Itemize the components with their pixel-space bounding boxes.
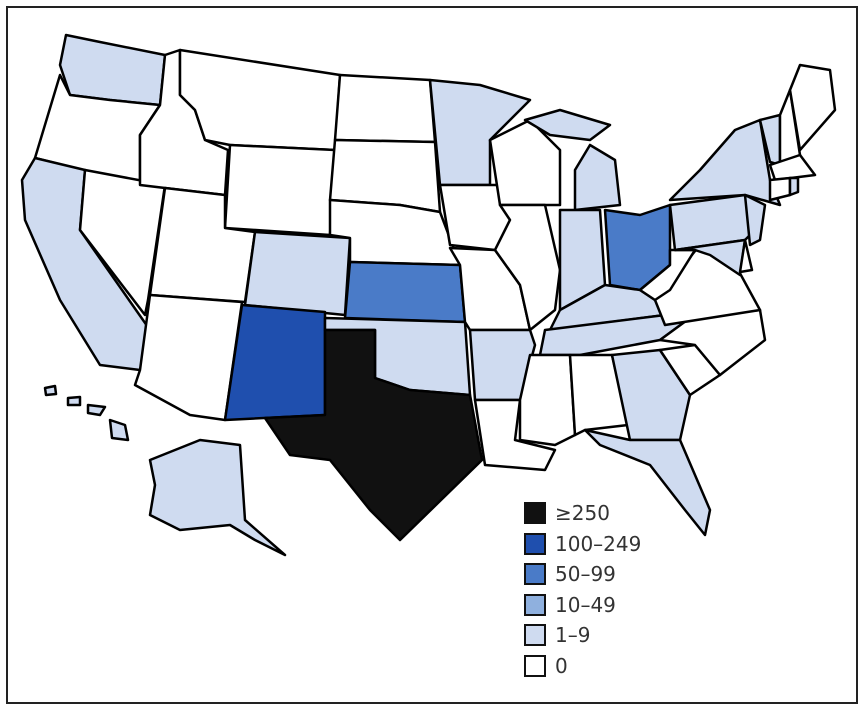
legend-item: 10–49	[524, 590, 641, 621]
legend-item: 1–9	[524, 620, 641, 651]
state-ga	[610, 348, 692, 442]
legend-item: 50–99	[524, 559, 641, 590]
legend-label: ≥250	[555, 501, 610, 526]
state-hi	[43, 384, 58, 397]
state-tx	[263, 328, 484, 542]
legend-label: 10–49	[555, 592, 616, 617]
state-me	[788, 63, 837, 152]
state-al	[568, 353, 630, 437]
state-mi	[573, 143, 622, 212]
legend: ≥250 100–249 50–99 10–49 1–9 0	[524, 498, 641, 681]
legend-item: 0	[524, 651, 641, 682]
legend-swatch	[524, 563, 546, 586]
state-de	[738, 238, 754, 274]
state-ct	[768, 176, 792, 202]
state-wi	[488, 118, 562, 207]
legend-label: 0	[555, 653, 568, 678]
state-nd	[333, 73, 437, 144]
legend-swatch	[524, 624, 546, 647]
state-il	[493, 203, 562, 332]
map-frame	[6, 6, 858, 704]
state-hi	[108, 418, 130, 442]
legend-item: 100–249	[524, 529, 641, 560]
legend-swatch	[524, 593, 546, 616]
state-wy	[223, 143, 337, 237]
state-az	[133, 293, 244, 422]
state-ak	[148, 438, 287, 557]
legend-label: 100–249	[555, 531, 642, 556]
legend-label: 50–99	[555, 562, 616, 587]
state-co	[243, 230, 352, 317]
legend-label: 1–9	[555, 623, 591, 648]
legend-swatch	[524, 532, 546, 555]
state-nm	[223, 303, 327, 422]
legend-swatch	[524, 654, 546, 677]
state-ks	[343, 260, 467, 324]
state-hi	[86, 403, 107, 417]
state-nj	[743, 193, 767, 247]
state-ma	[768, 153, 817, 182]
state-ms	[518, 353, 577, 447]
state-ri	[788, 176, 800, 197]
state-mt	[178, 48, 342, 152]
state-mi	[523, 108, 612, 142]
legend-item: ≥250	[524, 498, 641, 529]
state-fl	[583, 428, 712, 537]
state-md	[673, 238, 747, 277]
legend-swatch	[524, 502, 546, 525]
state-hi	[66, 395, 82, 407]
